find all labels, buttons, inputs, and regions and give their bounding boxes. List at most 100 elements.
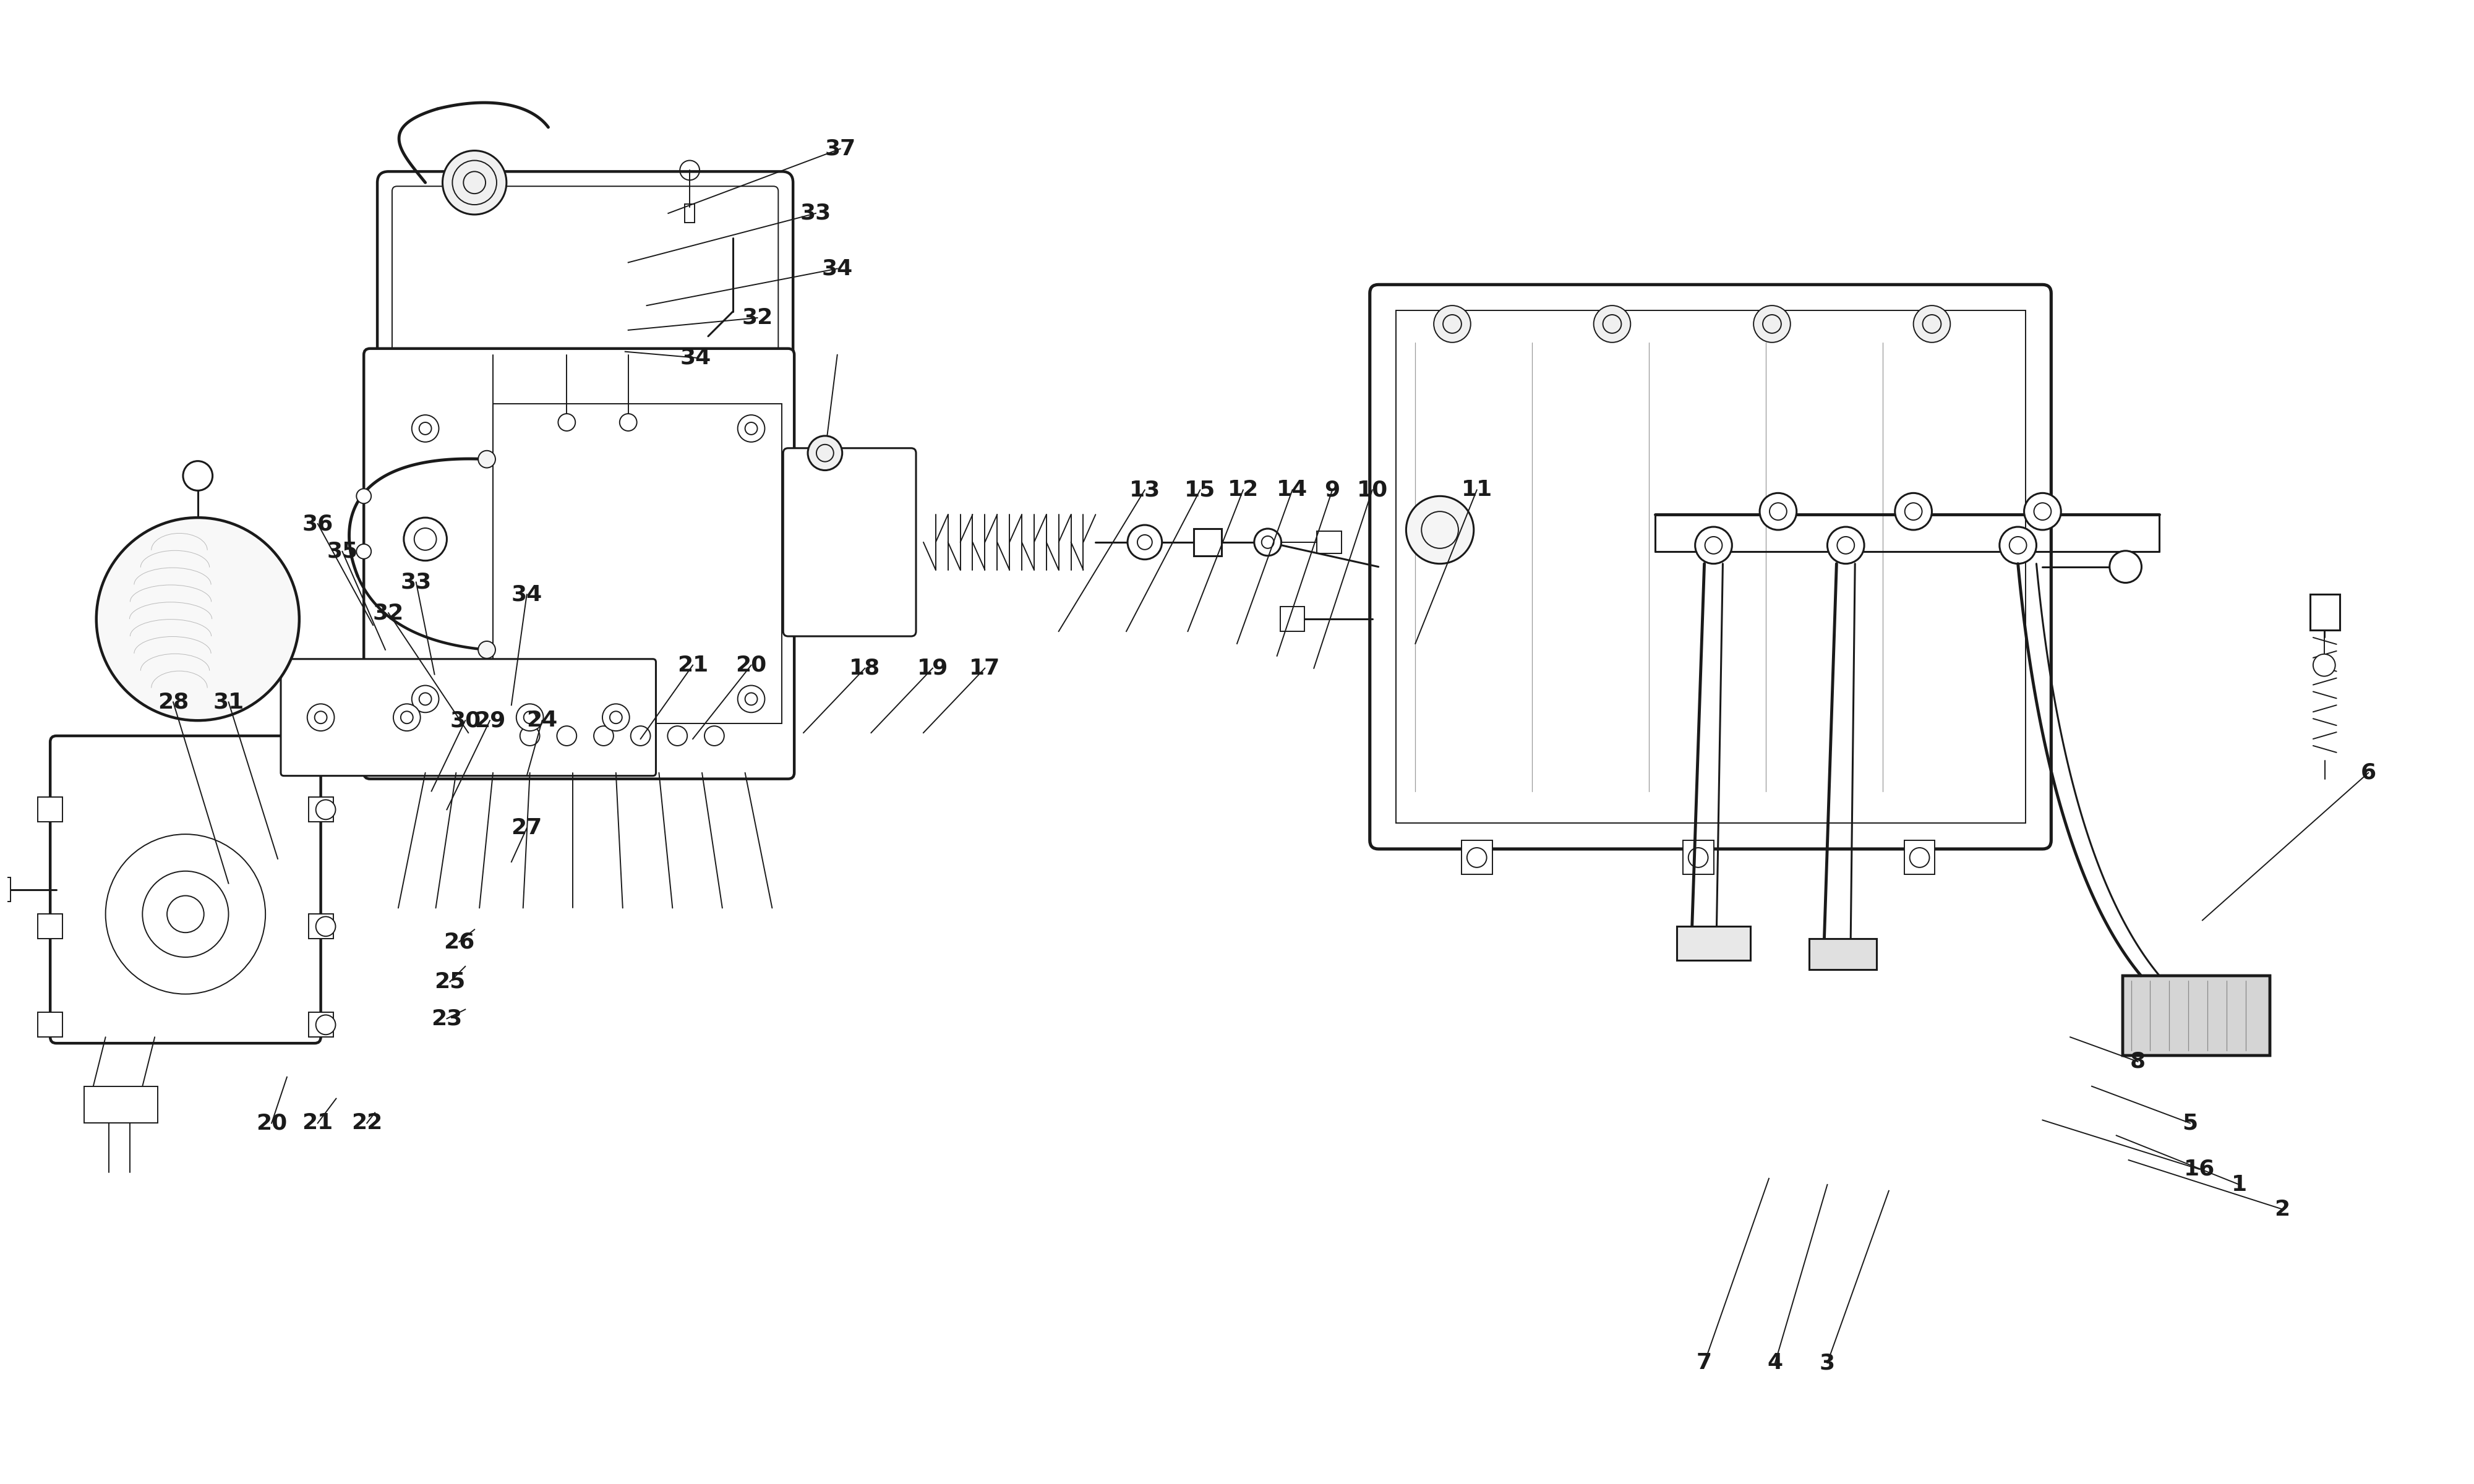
Circle shape xyxy=(1759,493,1796,530)
Circle shape xyxy=(705,726,725,745)
Circle shape xyxy=(559,414,576,430)
Circle shape xyxy=(809,436,841,470)
Text: 35: 35 xyxy=(327,540,359,562)
Bar xyxy=(1682,840,1714,874)
Text: 29: 29 xyxy=(475,709,505,732)
FancyBboxPatch shape xyxy=(364,349,794,779)
Circle shape xyxy=(557,726,576,745)
Text: 36: 36 xyxy=(302,513,334,534)
Text: 7: 7 xyxy=(1697,1352,1712,1373)
Bar xyxy=(1195,528,1222,555)
FancyBboxPatch shape xyxy=(280,659,656,776)
Text: 34: 34 xyxy=(680,347,713,368)
Text: 21: 21 xyxy=(678,654,708,675)
Text: 22: 22 xyxy=(351,1113,383,1134)
Circle shape xyxy=(477,641,495,659)
FancyBboxPatch shape xyxy=(49,736,322,1043)
Circle shape xyxy=(356,488,371,503)
Text: 8: 8 xyxy=(2130,1051,2145,1071)
Text: 6: 6 xyxy=(2360,763,2375,784)
Circle shape xyxy=(1405,496,1475,564)
Circle shape xyxy=(601,703,628,732)
Circle shape xyxy=(631,726,651,745)
Circle shape xyxy=(96,518,299,721)
Circle shape xyxy=(1435,306,1470,343)
Bar xyxy=(37,1012,62,1037)
Bar xyxy=(1279,607,1304,631)
Bar xyxy=(0,877,10,902)
Circle shape xyxy=(520,726,539,745)
Text: 4: 4 xyxy=(1766,1352,1784,1373)
Bar xyxy=(2123,975,2271,1055)
Text: 9: 9 xyxy=(1324,479,1341,500)
Text: 26: 26 xyxy=(443,932,475,953)
Text: 32: 32 xyxy=(742,307,772,328)
Text: 33: 33 xyxy=(401,571,430,592)
Text: 31: 31 xyxy=(213,692,245,712)
Circle shape xyxy=(356,545,371,559)
Circle shape xyxy=(393,703,421,732)
FancyBboxPatch shape xyxy=(1371,285,2051,849)
Circle shape xyxy=(443,150,507,215)
Bar xyxy=(84,1086,158,1123)
Text: 13: 13 xyxy=(1128,479,1160,500)
Text: 17: 17 xyxy=(970,657,999,678)
Bar xyxy=(37,914,62,939)
Text: 3: 3 xyxy=(1818,1352,1836,1373)
Circle shape xyxy=(183,462,213,491)
Text: 11: 11 xyxy=(1462,479,1492,500)
Bar xyxy=(2311,595,2340,631)
Text: 34: 34 xyxy=(512,583,542,605)
Bar xyxy=(37,797,62,822)
Bar xyxy=(1905,840,1935,874)
Text: 18: 18 xyxy=(849,657,881,678)
Text: 25: 25 xyxy=(435,971,465,993)
FancyBboxPatch shape xyxy=(379,172,794,433)
Bar xyxy=(1677,926,1752,960)
Bar xyxy=(309,797,334,822)
Circle shape xyxy=(1695,527,1732,564)
Text: 15: 15 xyxy=(1185,479,1215,500)
Circle shape xyxy=(317,800,336,819)
Circle shape xyxy=(1593,306,1630,343)
Bar xyxy=(1462,840,1492,874)
Circle shape xyxy=(594,726,614,745)
Bar xyxy=(1808,939,1875,969)
Text: 34: 34 xyxy=(821,258,854,279)
Text: 2: 2 xyxy=(2274,1199,2291,1220)
Text: 24: 24 xyxy=(527,709,557,732)
Bar xyxy=(685,205,695,223)
Text: 1: 1 xyxy=(2232,1174,2246,1195)
Circle shape xyxy=(618,414,636,430)
Bar xyxy=(2123,975,2271,1055)
Text: 12: 12 xyxy=(1227,479,1259,500)
Circle shape xyxy=(1254,528,1282,555)
Bar xyxy=(492,404,782,724)
Text: 20: 20 xyxy=(735,654,767,675)
Text: 21: 21 xyxy=(302,1113,334,1134)
Circle shape xyxy=(477,451,495,467)
Circle shape xyxy=(1912,306,1950,343)
Circle shape xyxy=(1828,527,1865,564)
Circle shape xyxy=(1128,525,1163,559)
Circle shape xyxy=(1999,527,2036,564)
Text: 37: 37 xyxy=(824,138,856,159)
Text: 20: 20 xyxy=(255,1113,287,1134)
Text: 30: 30 xyxy=(450,709,480,732)
Text: 16: 16 xyxy=(2185,1159,2214,1180)
Circle shape xyxy=(2024,493,2061,530)
Circle shape xyxy=(1754,306,1791,343)
Circle shape xyxy=(317,1015,336,1034)
FancyBboxPatch shape xyxy=(784,448,915,637)
Text: 33: 33 xyxy=(799,203,831,224)
Bar xyxy=(1316,531,1341,554)
Circle shape xyxy=(307,703,334,732)
Text: 32: 32 xyxy=(374,603,403,623)
Circle shape xyxy=(1895,493,1932,530)
Circle shape xyxy=(2110,551,2142,583)
Circle shape xyxy=(2313,654,2335,677)
Text: 10: 10 xyxy=(1356,479,1388,500)
Bar xyxy=(309,914,334,939)
Text: 5: 5 xyxy=(2182,1113,2197,1134)
Circle shape xyxy=(517,703,544,732)
